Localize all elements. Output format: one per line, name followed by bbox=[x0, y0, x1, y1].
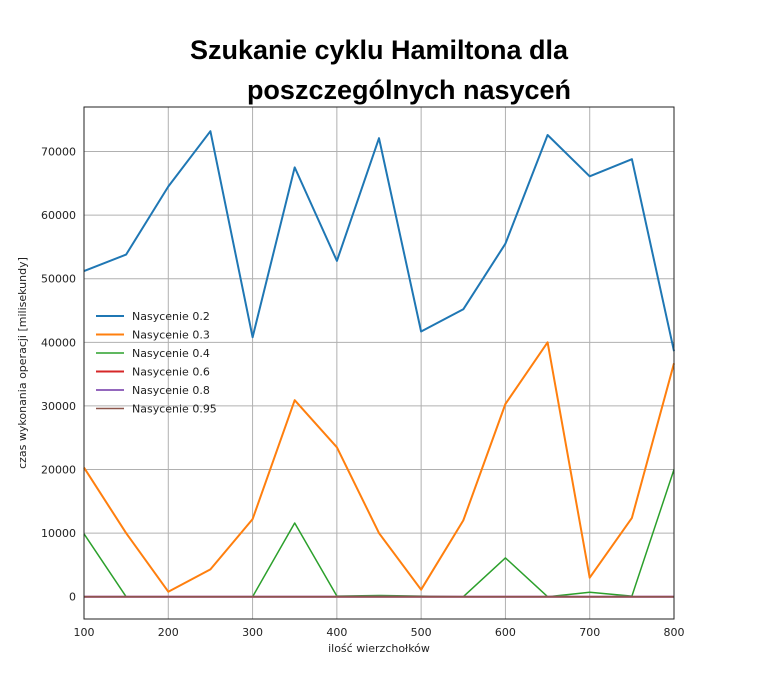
y-axis-label: czas wykonania operacji [milisekundy] bbox=[16, 257, 29, 469]
x-tick-label: 300 bbox=[242, 626, 263, 639]
x-tick-label: 700 bbox=[579, 626, 600, 639]
x-tick-label: 600 bbox=[495, 626, 516, 639]
tick-labels: 100 200 300 400 500 600 700 800 0 10000 20000 30000… bbox=[41, 146, 685, 639]
y-tick-label: 60000 bbox=[41, 209, 76, 222]
x-tick-label: 200 bbox=[158, 626, 179, 639]
y-tick-label: 10000 bbox=[41, 527, 76, 540]
grid bbox=[83, 107, 675, 619]
legend-label: Nasycenie 0.6 bbox=[132, 366, 210, 379]
legend-label: Nasycenie 0.8 bbox=[132, 384, 210, 397]
y-tick-label: 40000 bbox=[41, 336, 76, 349]
plot-frame bbox=[83, 106, 675, 620]
series-lines bbox=[83, 130, 675, 598]
x-axis-label: ilość wierzchołków bbox=[328, 642, 430, 655]
legend-label: Nasycenie 0.4 bbox=[132, 347, 210, 360]
x-tick-label: 500 bbox=[411, 626, 432, 639]
y-tick-label: 0 bbox=[69, 591, 76, 604]
y-tick-label: 70000 bbox=[41, 146, 76, 159]
chart-title-line1: Szukanie cyklu Hamiltona dla bbox=[189, 35, 569, 65]
chart-title: Szukanie cyklu Hamiltona dla poszczególn… bbox=[0, 30, 758, 110]
x-tick-label: 800 bbox=[664, 626, 685, 639]
legend-label: Nasycenie 0.95 bbox=[132, 403, 217, 416]
x-tick-label: 100 bbox=[74, 626, 95, 639]
x-tick-label: 400 bbox=[326, 626, 347, 639]
series-line-0 bbox=[83, 130, 675, 352]
legend: Nasycenie 0.2 Nasycenie 0.3 Nasycenie 0.4 N… bbox=[96, 310, 217, 416]
legend-label: Nasycenie 0.2 bbox=[132, 310, 210, 323]
y-tick-label: 50000 bbox=[41, 273, 76, 286]
y-tick-label: 30000 bbox=[41, 400, 76, 413]
legend-label: Nasycenie 0.3 bbox=[132, 329, 210, 342]
y-tick-label: 20000 bbox=[41, 464, 76, 477]
series-line-1 bbox=[83, 341, 675, 593]
chart-title-line2: poszczególnych nasyceń bbox=[246, 75, 572, 105]
